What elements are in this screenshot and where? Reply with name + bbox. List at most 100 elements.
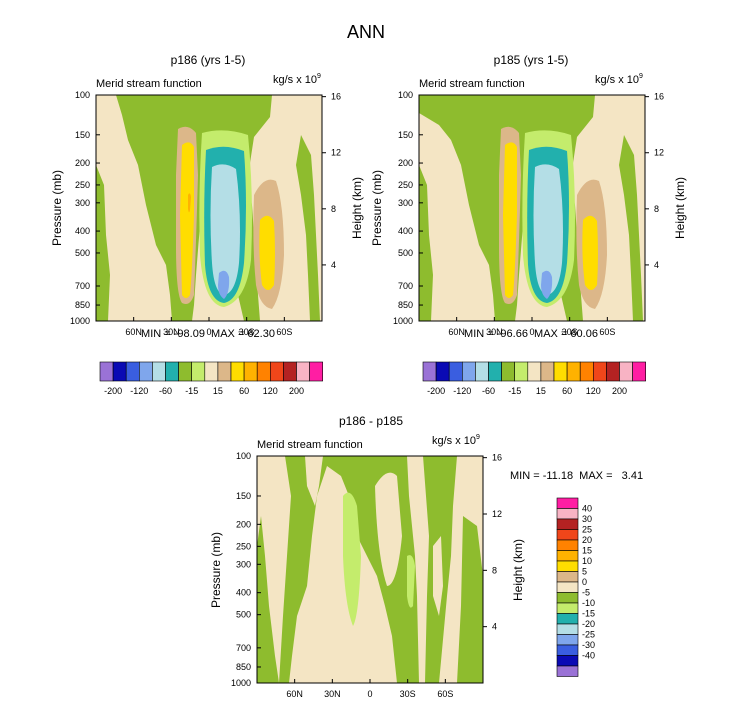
contour-zero-gap-3	[433, 536, 443, 616]
y-tick-label: 1000	[70, 316, 90, 326]
legend-swatch	[556, 560, 579, 572]
legend-swatch	[556, 539, 579, 551]
y-tick-label: 300	[236, 559, 251, 569]
legend-swatch	[566, 361, 581, 382]
legend-p186: -200 -120 -60 -15 15 60 120 200	[99, 361, 324, 396]
y-axis-label: Pressure (mb)	[370, 170, 384, 246]
y-tick-label: 700	[398, 281, 413, 291]
legend-label: -15	[582, 609, 595, 619]
height-tick-label: 8	[654, 204, 659, 214]
y-tick-label: 100	[236, 451, 251, 461]
panel-title: p186 - p185	[339, 414, 403, 428]
height-axis-label: Height (km)	[350, 177, 364, 239]
legend-label: 20	[582, 535, 592, 545]
y-tick-label: 200	[398, 158, 413, 168]
contour-sh-pos25-band	[582, 215, 598, 290]
legend-swatch	[606, 361, 620, 382]
legend-swatch	[112, 361, 127, 382]
legend-swatch	[488, 361, 502, 382]
height-tick-label: 12	[654, 148, 664, 158]
legend-swatch	[592, 361, 607, 382]
height-tick-label: 4	[331, 260, 336, 270]
legend-swatch	[230, 361, 245, 382]
panel-diff: p186 - p185 Merid stream function kg/s x…	[209, 414, 643, 699]
legend-swatch	[204, 361, 219, 382]
legend-p185: -200 -120 -60 -15 15 60 120 200	[422, 361, 646, 396]
x-tick-label: 30N	[324, 689, 341, 699]
contour-field	[419, 95, 645, 321]
x-tick-label: 60N	[125, 327, 142, 337]
legend-swatch	[243, 361, 258, 382]
legend-swatch	[632, 361, 646, 382]
legend-label: 120	[263, 386, 278, 396]
y-tick-label: 500	[398, 248, 413, 258]
legend-swatch	[556, 644, 579, 656]
x-tick-label: 60S	[437, 689, 453, 699]
legend-swatch	[152, 361, 166, 382]
contour-sh-pos25-band	[259, 215, 275, 290]
y-ticks: 100 150 200 250 300 400 500 700 850 1000	[231, 451, 261, 688]
contour-pos40-band	[188, 193, 191, 213]
x-tick-label: 30S	[239, 327, 255, 337]
y-axis-label: Pressure (mb)	[50, 170, 64, 246]
legend-swatch	[556, 518, 579, 530]
legend-swatch	[556, 655, 579, 667]
height-axis-label: Height (km)	[511, 539, 525, 601]
contour-zero-gap-2	[375, 472, 402, 586]
legend-label: 40	[582, 504, 592, 514]
x-tick-label: 30N	[486, 327, 503, 337]
contour-neg40-band	[533, 164, 563, 295]
subtitle-left: Merid stream function	[96, 78, 202, 90]
y-tick-label: 200	[236, 519, 251, 529]
x-tick-label: 60S	[599, 327, 615, 337]
legend-swatch	[556, 602, 579, 614]
x-tick-label: 0	[206, 327, 211, 337]
contour-neg-band-west	[257, 516, 279, 683]
x-tick-label: 60N	[448, 327, 465, 337]
legend-swatch	[461, 361, 476, 382]
legend-label: 10	[582, 556, 592, 566]
legend-swatch	[540, 361, 555, 382]
units-label: kg/s x 109	[595, 73, 643, 86]
legend-label: 15	[536, 386, 546, 396]
legend-label: 25	[582, 525, 592, 535]
y-tick-label: 300	[75, 198, 90, 208]
stats-label: MIN = -98.09 MAX = 62.30	[141, 328, 275, 340]
legend-swatch	[556, 529, 579, 541]
height-tick-label: 16	[492, 453, 502, 463]
legend-label: -60	[159, 386, 172, 396]
legend-swatch	[99, 361, 114, 382]
y-tick-label: 500	[75, 248, 90, 258]
legend-label: -60	[482, 386, 495, 396]
legend-swatch	[217, 361, 232, 382]
y-tick-label: 850	[398, 300, 413, 310]
legend-label: 60	[562, 386, 572, 396]
legend-label: 15	[213, 386, 223, 396]
subtitle-left: Merid stream function	[257, 439, 363, 451]
legend-swatch	[556, 592, 579, 604]
y-tick-label: 400	[236, 588, 251, 598]
y-tick-label: 850	[75, 300, 90, 310]
y-tick-label: 250	[236, 541, 251, 551]
height-tick-label: 16	[331, 92, 341, 102]
y-tick-label: 100	[75, 90, 90, 100]
legend-swatch	[553, 361, 568, 382]
y-tick-label: 100	[398, 90, 413, 100]
legend-label: 0	[582, 577, 587, 587]
contour-field	[96, 95, 322, 321]
height-axis-label: Height (km)	[673, 177, 687, 239]
legend-swatch	[296, 361, 310, 382]
x-tick-label: 30S	[562, 327, 578, 337]
contour-neg40-band	[210, 164, 240, 295]
legend-swatch	[556, 508, 579, 520]
contour-neg60-band	[541, 270, 553, 299]
y-tick-label: 700	[75, 281, 90, 291]
contour-neg5-band-nh	[419, 165, 433, 321]
legend-swatch	[139, 361, 153, 382]
legend-label: 120	[586, 386, 601, 396]
x-ticks: 60N 30N 0 30S 60S	[125, 317, 292, 337]
y-tick-label: 150	[398, 130, 413, 140]
legend-label: 200	[289, 386, 304, 396]
